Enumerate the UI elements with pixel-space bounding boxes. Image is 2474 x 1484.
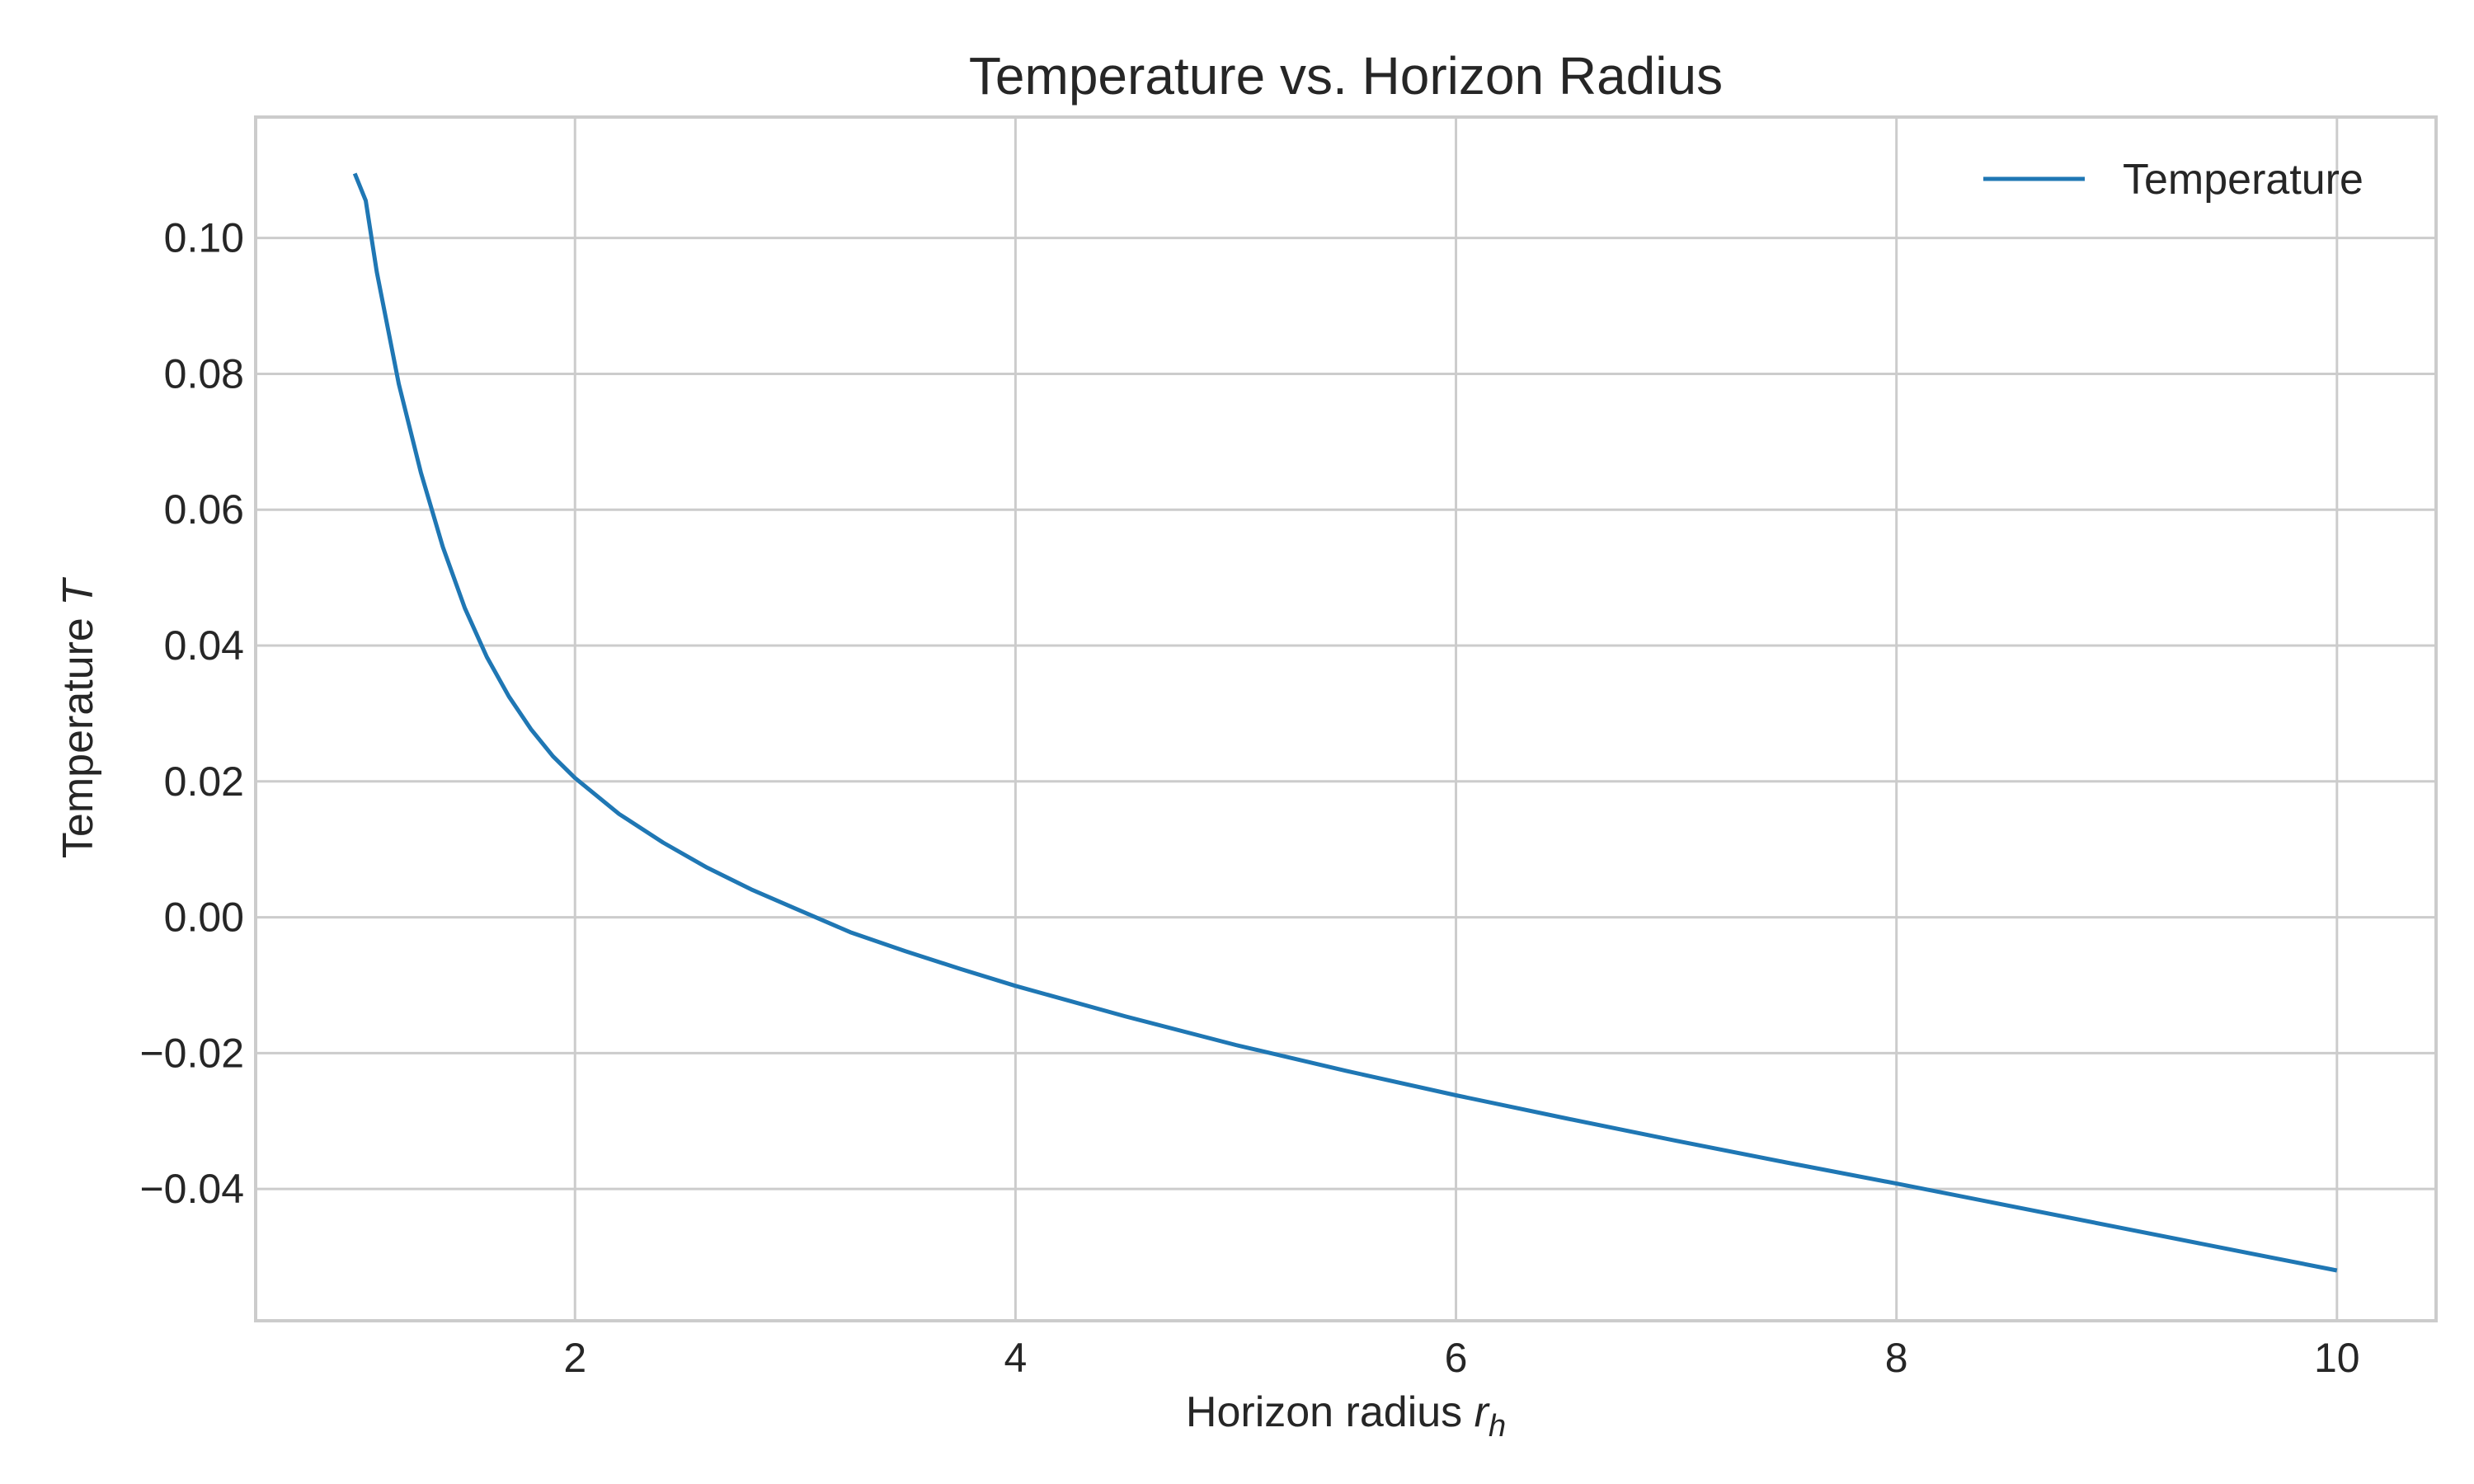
x-axis-ticks: 2 4 6 8 10 — [563, 1335, 2359, 1381]
y-axis-label-main: Temperature — [54, 606, 102, 858]
y-tick-label: 0.02 — [164, 758, 244, 805]
x-axis-label: Horizon radius rh — [1186, 1388, 1506, 1444]
y-tick-label: 0.06 — [164, 486, 244, 533]
y-tick-label: 0.10 — [164, 215, 244, 261]
y-tick-label: −0.02 — [139, 1030, 244, 1076]
x-axis-label-main: Horizon radius — [1186, 1388, 1475, 1436]
y-tick-label: 0.08 — [164, 350, 244, 397]
series-line-temperature — [352, 172, 2338, 1273]
x-tick-label: 10 — [2314, 1335, 2360, 1381]
y-tick-label: 0.00 — [164, 895, 244, 941]
y-tick-label: −0.04 — [139, 1166, 244, 1212]
y-axis-label: Temperature T — [54, 577, 102, 858]
y-axis-ticks: 0.10 0.08 0.06 0.04 0.02 0.00 −0.02 −0.04 — [139, 215, 244, 1212]
x-tick-label: 4 — [1004, 1335, 1027, 1381]
x-tick-label: 2 — [563, 1335, 586, 1381]
grid-lines — [256, 117, 2436, 1321]
x-tick-label: 8 — [1885, 1335, 1908, 1381]
x-axis-label-symbol: r — [1475, 1388, 1491, 1436]
legend-label: Temperature — [2123, 156, 2363, 204]
series-layer — [352, 172, 2338, 1273]
plot-frame — [254, 115, 2438, 1322]
y-tick-label: 0.04 — [164, 622, 244, 669]
x-tick-label: 6 — [1445, 1335, 1468, 1381]
x-axis-label-subscript: h — [1489, 1409, 1506, 1444]
chart-title: Temperature vs. Horizon Radius — [969, 46, 1723, 106]
legend: Temperature — [1983, 156, 2363, 204]
y-axis-label-symbol: T — [54, 577, 102, 606]
